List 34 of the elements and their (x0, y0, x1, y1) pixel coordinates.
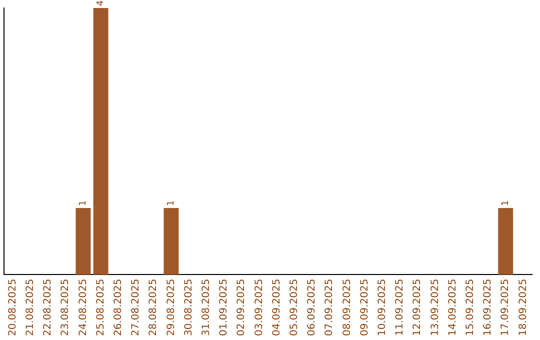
x-tick-label: 27.08.2025 (130, 278, 142, 336)
x-tick-label: 05.09.2025 (288, 278, 300, 336)
x-tick-label: 30.08.2025 (183, 278, 194, 336)
x-tick-label: 15.09.2025 (464, 278, 476, 336)
x-tick-label: 14.09.2025 (447, 278, 458, 336)
x-tick-label: 04.09.2025 (271, 278, 282, 336)
x-tick-label: 13.09.2025 (430, 278, 441, 336)
x-tick-label: 20.08.2025 (7, 278, 18, 336)
x-tick-label: 28.08.2025 (148, 278, 160, 336)
x-tick-label: 29.08.2025 (166, 278, 177, 336)
x-tick-label: 11.09.2025 (394, 278, 406, 336)
x-tick-label: 17.09.2025 (500, 278, 512, 336)
x-tick-label: 23.08.2025 (60, 278, 72, 336)
x-tick-label: 07.09.2025 (324, 278, 336, 336)
x-tick-label: 21.08.2025 (24, 278, 36, 336)
x-tick-label: 26.08.2025 (112, 278, 124, 336)
x-tick-label: 06.09.2025 (306, 278, 318, 336)
data-label: 4 (96, 0, 106, 6)
data-label: 1 (166, 200, 177, 206)
x-tick-label: 16.09.2025 (482, 278, 494, 336)
x-tick-label: 12.09.2025 (412, 278, 424, 336)
x-tick-label: 08.09.2025 (342, 278, 353, 336)
x-tick-label: 25.08.2025 (95, 278, 106, 336)
x-tick-label: 24.08.2025 (78, 278, 89, 336)
x-tick-label: 10.09.2025 (376, 278, 388, 336)
data-label: 1 (500, 200, 511, 206)
x-tick-label: 31.08.2025 (200, 278, 212, 336)
x-tick-label: 02.09.2025 (236, 278, 248, 336)
x-tick-label: 01.09.2025 (218, 278, 230, 336)
x-tick-label: 22.08.2025 (42, 278, 54, 336)
x-tick-label: 09.09.2025 (359, 278, 370, 336)
data-label: 1 (78, 200, 89, 206)
x-tick-label: 03.09.2025 (254, 278, 265, 336)
x-tick-label: 18.09.2025 (518, 278, 529, 336)
